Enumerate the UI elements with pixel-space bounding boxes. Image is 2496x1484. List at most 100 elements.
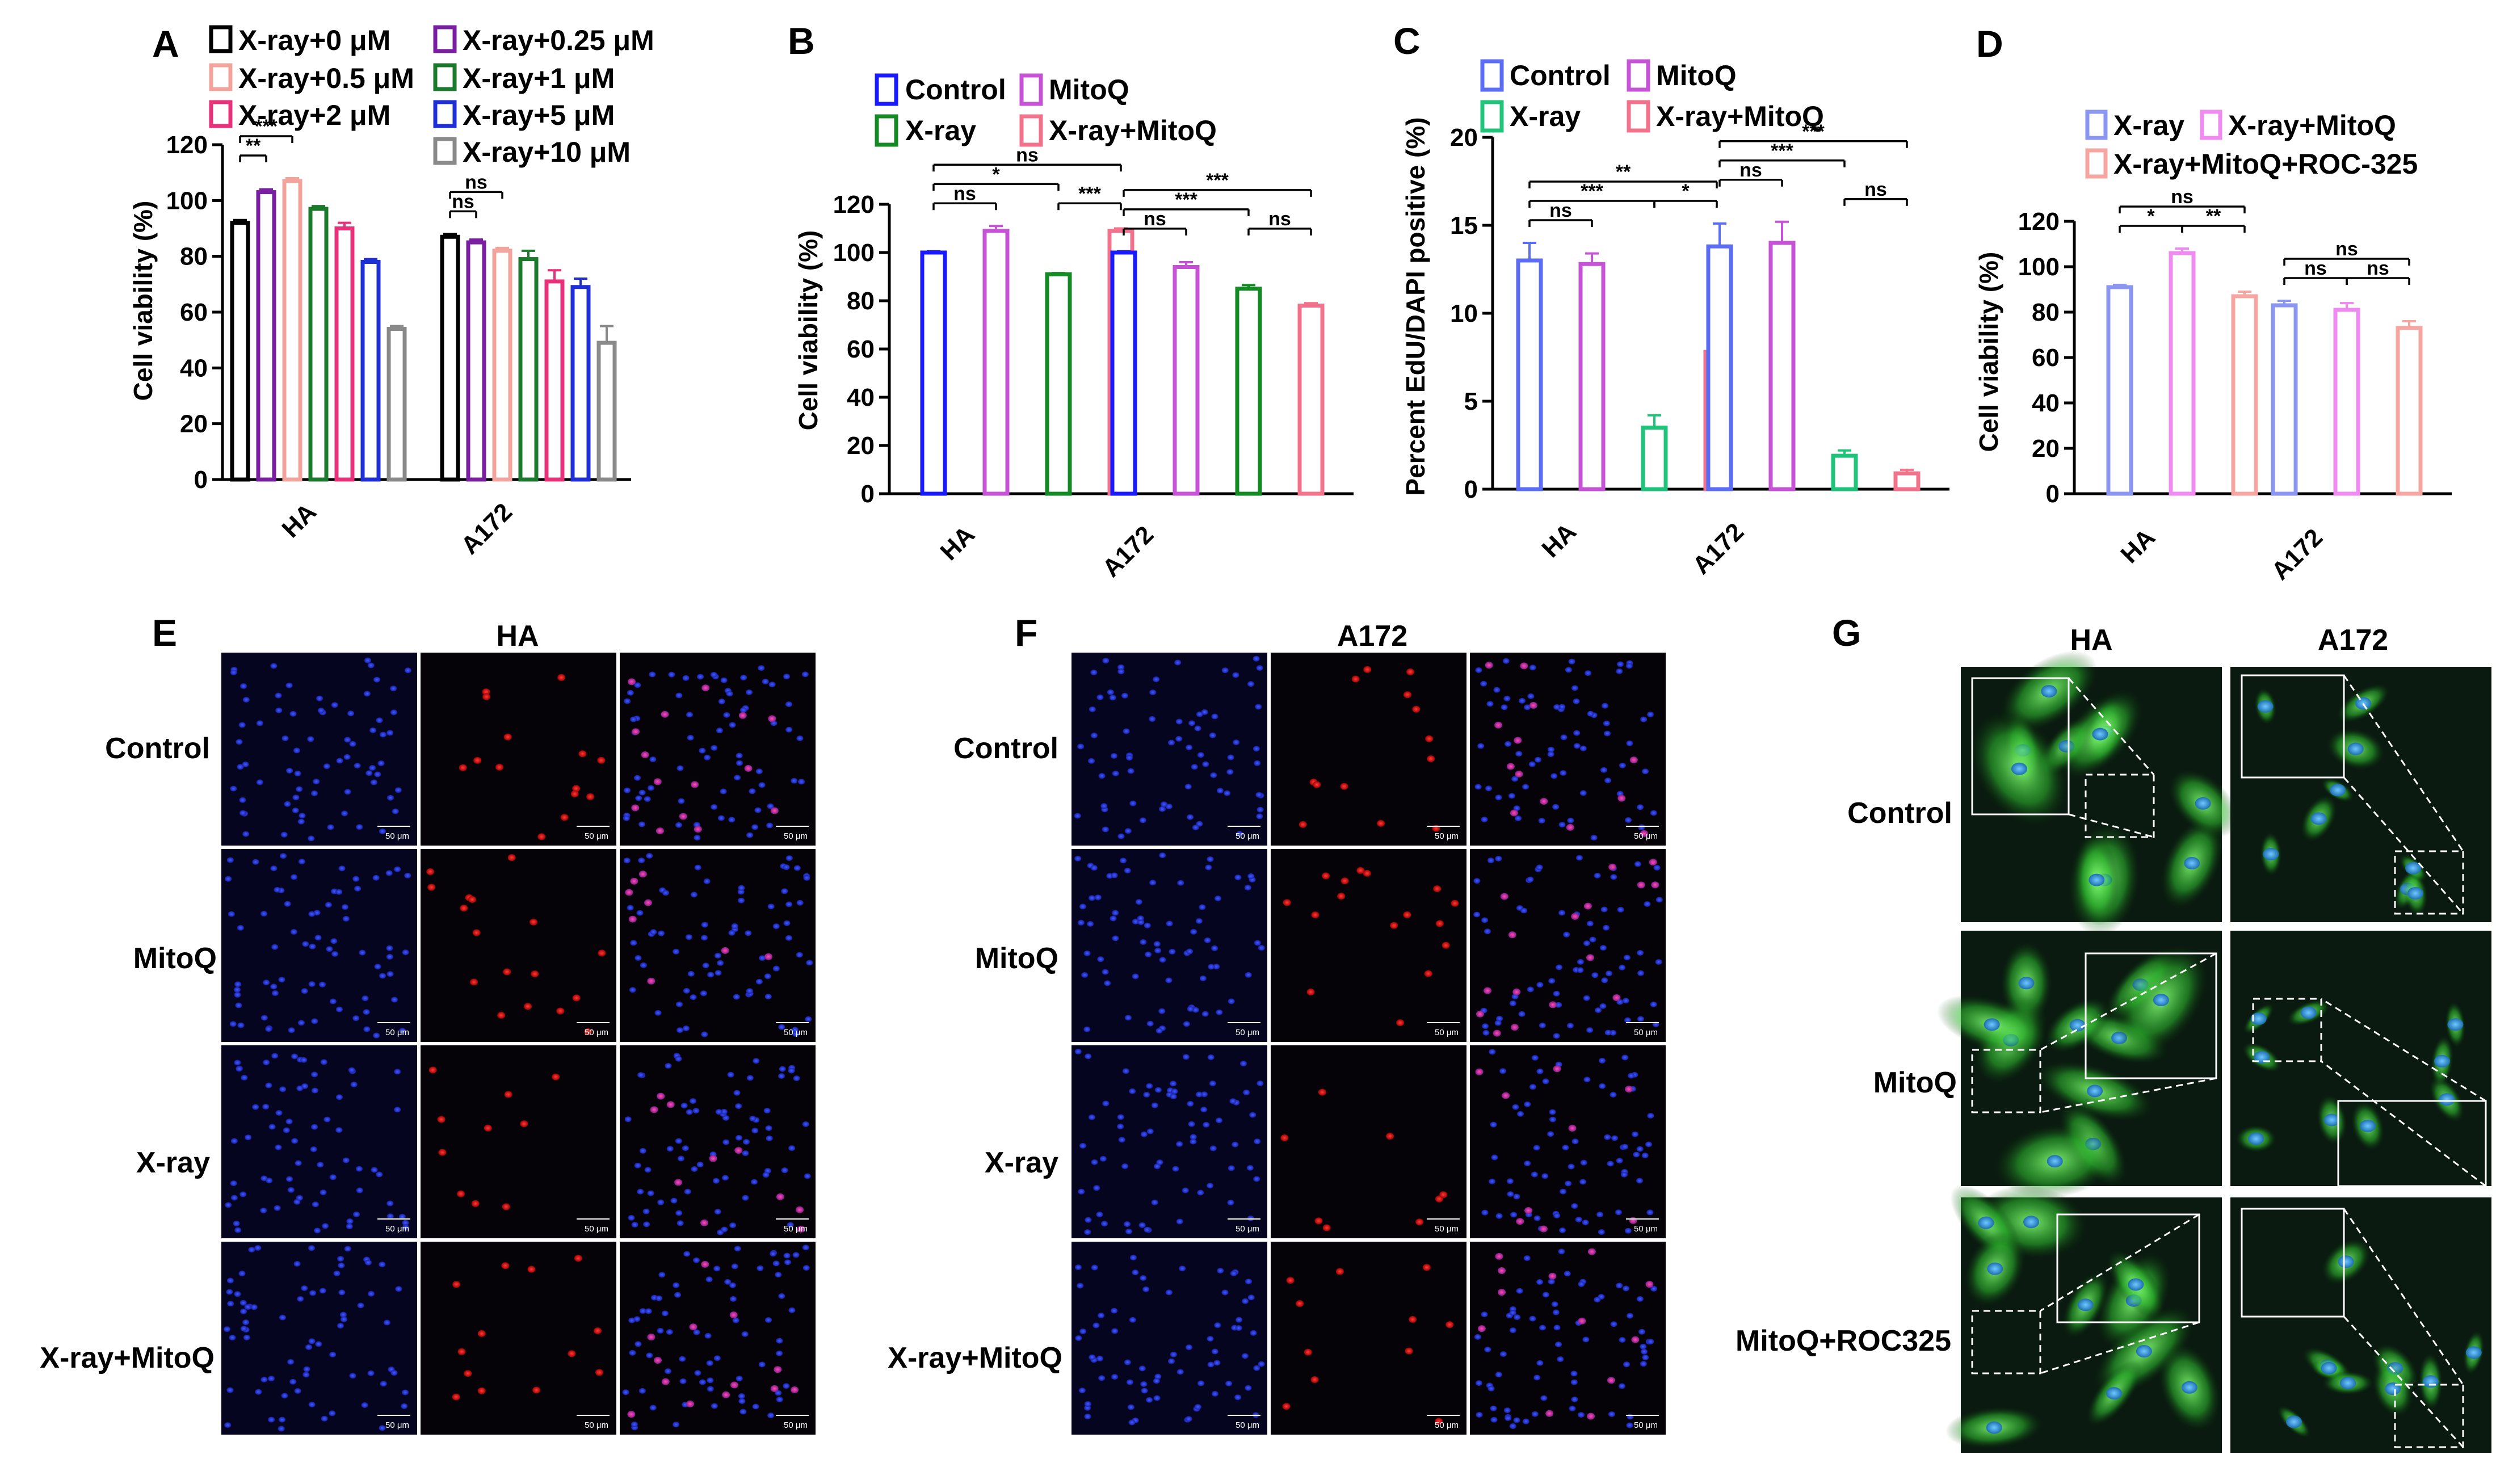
nucleus: [363, 1009, 370, 1015]
nucleus: [1490, 1121, 1497, 1128]
edu-nucleus: [597, 756, 606, 764]
nucleus: [1153, 1378, 1160, 1384]
bar: [230, 221, 250, 482]
micrograph-tile: 50 μm: [1271, 849, 1466, 1042]
nucleus: [1111, 1374, 1119, 1380]
nucleus: [1496, 1015, 1503, 1021]
nucleus: [1541, 1173, 1549, 1179]
nucleus: [772, 1260, 780, 1267]
nucleus: [280, 831, 288, 838]
nucleus: [1168, 739, 1175, 746]
nucleus: [1493, 687, 1501, 693]
nucleus: [1075, 1335, 1082, 1341]
edu-nucleus: [1540, 797, 1548, 805]
nucleus: [738, 1398, 746, 1404]
nucleus: [1529, 1084, 1536, 1090]
panel-letter-d: D: [1976, 23, 2003, 65]
nucleus: [1207, 856, 1214, 862]
micrograph-tile: 50 μm: [1071, 1045, 1267, 1238]
micrograph-background: [421, 849, 616, 1042]
edu-nucleus: [625, 889, 633, 896]
nucleus: [297, 818, 305, 825]
nucleus: [350, 1081, 358, 1087]
nucleus: [1176, 1369, 1184, 1375]
nucleus: [239, 810, 246, 816]
nucleus: [322, 1223, 329, 1229]
nucleus: [1256, 665, 1263, 671]
nucleus: [1507, 1191, 1514, 1197]
zoom-connector: [2040, 1077, 2217, 1113]
nucleus: [1524, 704, 1531, 711]
scale-bar-label: 50 μm: [1435, 1224, 1459, 1234]
nucleus: [1637, 1016, 1644, 1022]
nucleus: [752, 1403, 759, 1410]
edu-nucleus: [1476, 1010, 1484, 1018]
nucleus: [1513, 1417, 1520, 1423]
edu-nucleus: [630, 877, 638, 885]
nucleus: [1533, 1145, 1540, 1151]
nucleus: [785, 726, 793, 733]
micrograph-tile: 50 μm: [421, 849, 616, 1042]
nucleus: [1185, 1344, 1192, 1351]
nucleus: [1256, 813, 1263, 819]
nucleus: [230, 669, 237, 675]
micrograph-background: [221, 849, 417, 1042]
micrograph-tile: 50 μm: [1071, 849, 1267, 1042]
nucleus: [1132, 973, 1139, 979]
nucleus: [684, 1188, 691, 1195]
nucleus: [1117, 1123, 1124, 1129]
nucleus: [296, 786, 303, 792]
nucleus: [1626, 1313, 1633, 1319]
nucleus: [1124, 868, 1131, 874]
nucleus: [311, 1071, 318, 1078]
nucleus: [263, 1060, 270, 1066]
row-label: MitoQ: [975, 942, 1058, 975]
nucleus: [788, 1067, 795, 1074]
edu-nucleus: [531, 970, 539, 978]
nucleus: [642, 1208, 650, 1214]
micrograph-tile: 50 μm: [1470, 849, 1666, 1042]
nucleus: [738, 1393, 745, 1399]
nucleus: [308, 1245, 316, 1251]
nucleus: [762, 678, 769, 684]
panel-letter-f: F: [1015, 612, 1037, 654]
nucleus: [634, 775, 641, 781]
nucleus: [683, 1251, 691, 1257]
bar: [1768, 241, 1796, 491]
scale-bar-label: 50 μm: [385, 831, 409, 841]
nucleus: [639, 1147, 646, 1154]
nucleus: [1558, 910, 1566, 916]
nucleus: [339, 1311, 347, 1318]
row-label: MitoQ: [133, 942, 217, 975]
edu-nucleus: [796, 1206, 804, 1213]
nucleus: [675, 692, 683, 699]
nucleus: [338, 865, 346, 872]
nucleus: [284, 801, 291, 807]
y-tick-label: 60: [180, 299, 208, 326]
nucleus: [316, 695, 323, 701]
nucleus: [647, 1190, 654, 1196]
nucleus: [675, 1056, 682, 1062]
nucleus: [372, 875, 380, 881]
nucleus: [767, 903, 775, 910]
bar: [1641, 426, 1668, 491]
nucleus: [1090, 669, 1098, 675]
nucleus: [234, 1291, 241, 1297]
nucleus: [278, 1426, 285, 1432]
panel-letter-b: B: [788, 20, 815, 62]
nucleus: [1978, 1216, 1994, 1229]
nucleus: [1514, 1314, 1521, 1321]
nucleus: [1568, 658, 1575, 665]
edu-nucleus: [1578, 1317, 1586, 1325]
nucleus: [303, 1366, 310, 1372]
zoom-region-box: [1971, 1310, 2041, 1374]
significance-label: ns: [1549, 200, 1572, 221]
nucleus: [764, 994, 772, 1000]
nucleus: [1536, 982, 1544, 988]
zoom-connector: [2343, 777, 2464, 914]
edu-nucleus: [647, 977, 655, 985]
nucleus: [1640, 1361, 1647, 1367]
nucleus: [1098, 1375, 1106, 1381]
bar: [2231, 294, 2258, 496]
